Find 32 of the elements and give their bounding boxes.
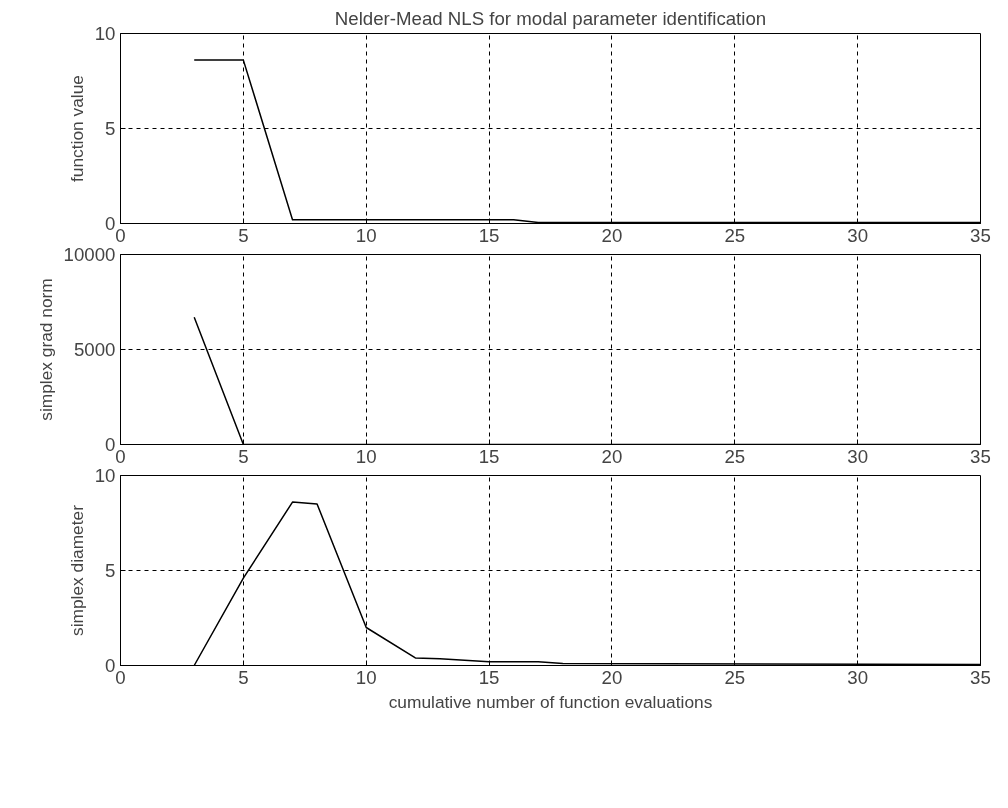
x-axis-title: cumulative number of function evaluations	[388, 691, 713, 712]
y-axis-title: function value	[66, 75, 87, 182]
y-tick-label: 10	[94, 465, 116, 486]
y-axis-title: simplex diameter	[66, 504, 87, 636]
x-tick-label: 30	[847, 224, 869, 246]
x-tick-label: 15	[478, 224, 500, 246]
x-tick-label: 35	[970, 666, 991, 688]
y-tick-label: 10000	[63, 244, 116, 265]
y-axis-title: simplex grad norm	[35, 278, 56, 421]
chart-title: Nelder-Mead NLS for modal parameter identification	[334, 7, 767, 29]
x-tick-label: 35	[970, 224, 991, 246]
x-tick-label: 20	[601, 445, 623, 467]
x-tick-label: 35	[970, 445, 991, 467]
x-tick-label: 5	[238, 666, 249, 688]
x-tick-label: 30	[847, 445, 869, 467]
x-tick-label: 20	[601, 666, 623, 688]
y-tick-label: 5	[105, 560, 116, 581]
x-tick-label: 20	[601, 224, 623, 246]
x-tick-label: 25	[724, 224, 746, 246]
x-tick-label: 15	[478, 445, 500, 467]
y-tick-label: 10	[94, 23, 116, 44]
x-tick-label: 10	[355, 666, 377, 688]
y-tick-label: 5000	[74, 339, 116, 360]
x-tick-label: 5	[238, 224, 249, 246]
x-tick-label: 25	[724, 445, 746, 467]
x-tick-label: 15	[478, 666, 500, 688]
x-tick-label: 25	[724, 666, 746, 688]
x-tick-label: 30	[847, 666, 869, 688]
x-tick-label: 10	[355, 445, 377, 467]
x-tick-label: 5	[238, 445, 249, 467]
y-tick-label: 5	[105, 118, 116, 139]
x-tick-label: 10	[355, 224, 377, 246]
